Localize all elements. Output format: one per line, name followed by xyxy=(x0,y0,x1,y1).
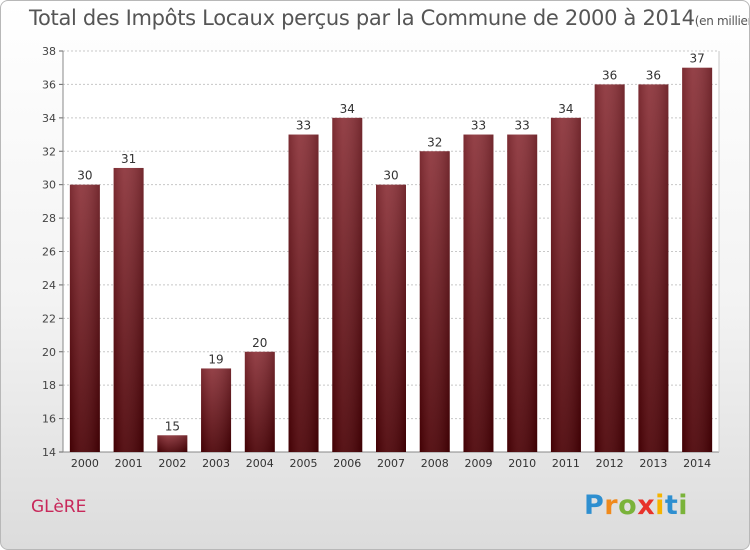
logo-letter: i xyxy=(678,490,689,521)
bar-shade xyxy=(507,134,538,452)
x-tick-label: 2010 xyxy=(508,457,536,470)
y-tick-label: 30 xyxy=(42,179,56,192)
y-tick-label: 36 xyxy=(42,78,56,91)
bar-value-label: 30 xyxy=(77,169,92,183)
y-tick-label: 20 xyxy=(42,346,56,359)
bar-shade xyxy=(419,151,450,452)
y-tick-label: 14 xyxy=(42,446,56,459)
bar-shade xyxy=(594,84,625,453)
x-tick-label: 2000 xyxy=(71,457,99,470)
bar-shade xyxy=(638,84,669,453)
x-tick-label: 2003 xyxy=(202,457,230,470)
y-tick-label: 32 xyxy=(42,145,56,158)
x-tick-label: 2013 xyxy=(639,457,667,470)
y-tick-label: 16 xyxy=(42,413,56,426)
proxiti-logo: Proxiti xyxy=(584,490,688,521)
x-tick-label: 2009 xyxy=(464,457,492,470)
bar-shade xyxy=(288,134,319,452)
x-tick-label: 2007 xyxy=(377,457,405,470)
bar-shade xyxy=(682,67,713,452)
bar-shade xyxy=(376,184,406,452)
bar-value-label: 15 xyxy=(165,419,180,433)
logo-letter: r xyxy=(604,490,619,521)
x-tick-label: 2002 xyxy=(158,457,186,470)
y-tick-label: 24 xyxy=(42,279,56,292)
bar-value-label: 31 xyxy=(121,152,136,166)
commune-name: GLèRE xyxy=(31,497,87,517)
chart-title: Total des Impôts Locaux perçus par la Co… xyxy=(29,6,749,30)
bar-value-label: 36 xyxy=(602,68,617,82)
bar-shade xyxy=(157,435,188,452)
bar-value-label: 32 xyxy=(427,135,442,149)
bar-value-label: 36 xyxy=(646,68,661,82)
y-tick-label: 18 xyxy=(42,379,56,392)
logo-letter: t xyxy=(664,490,679,521)
y-tick-label: 38 xyxy=(42,45,56,58)
x-tick-label: 2014 xyxy=(683,457,711,470)
chart-unit-note: (en milliers d'€) xyxy=(694,14,749,28)
x-tick-label: 2005 xyxy=(290,457,318,470)
logo-letter: o xyxy=(618,490,638,521)
bar-value-label: 33 xyxy=(296,119,311,133)
bar-value-label: 33 xyxy=(515,119,530,133)
x-tick-label: 2006 xyxy=(333,457,361,470)
bar-shade xyxy=(550,117,581,452)
logo-letter: x xyxy=(637,490,656,521)
y-tick-label: 28 xyxy=(42,212,56,225)
x-tick-label: 2001 xyxy=(115,457,143,470)
y-tick-label: 34 xyxy=(42,112,56,125)
bar-shade xyxy=(463,134,494,452)
bar-value-label: 33 xyxy=(471,119,486,133)
bar-shade xyxy=(69,184,100,452)
bar-value-label: 37 xyxy=(689,52,704,66)
bar-shade xyxy=(244,351,275,452)
bar-value-label: 19 xyxy=(208,352,223,366)
y-tick-label: 26 xyxy=(42,246,56,259)
logo-letter: i xyxy=(655,490,665,521)
bar-value-label: 30 xyxy=(383,169,398,183)
bar-value-label: 34 xyxy=(340,102,355,116)
x-tick-label: 2004 xyxy=(246,457,274,470)
y-tick-label: 22 xyxy=(42,312,56,325)
logo-letter: P xyxy=(584,490,605,521)
x-tick-label: 2008 xyxy=(421,457,449,470)
x-tick-label: 2012 xyxy=(596,457,624,470)
chart-title-text: Total des Impôts Locaux perçus par la Co… xyxy=(29,6,695,30)
bar-shade xyxy=(201,368,232,452)
bar-shade xyxy=(332,117,363,452)
bar-shade xyxy=(113,167,144,453)
bar-value-label: 20 xyxy=(252,336,267,350)
bar-value-label: 34 xyxy=(558,102,573,116)
x-tick-label: 2011 xyxy=(552,457,580,470)
